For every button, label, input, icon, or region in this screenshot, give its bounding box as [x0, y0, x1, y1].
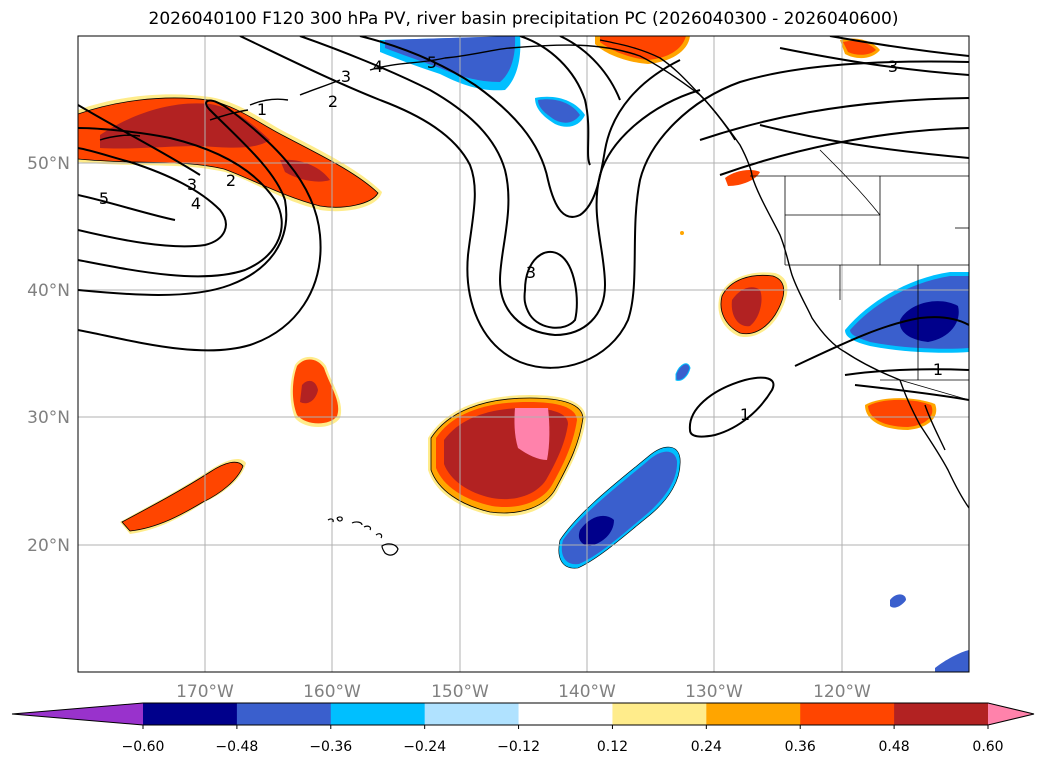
contour-label-4: 4: [191, 194, 201, 213]
colorbar-tick-label: 0.48: [879, 739, 910, 755]
contour-label-2-west: 2: [226, 171, 236, 190]
contour-label-1-south: 1: [740, 405, 750, 424]
lat-labels: 50°N 40°N 30°N 20°N: [27, 154, 70, 556]
colorbar-box: [612, 703, 707, 725]
lon-label-130w: 130°W: [685, 682, 743, 702]
colorbar-tick-label: −0.36: [309, 739, 352, 755]
colorbar-box: [706, 703, 801, 725]
pv-contours: [78, 36, 969, 438]
precip-small-spots: [675, 231, 969, 672]
colorbar-tick-label: 0.60: [972, 739, 1003, 755]
lat-label-40n: 40°N: [27, 281, 70, 301]
contour-label-1-west: 1: [257, 100, 267, 119]
colorbar-box: [236, 703, 332, 725]
borders: [750, 149, 969, 401]
lat-label-20n: 20°N: [27, 536, 70, 556]
precip-region-160w: [290, 356, 342, 427]
precip-region-southwest-us: [845, 272, 969, 353]
contour-label-2-north: 2: [328, 92, 338, 111]
colorbar-box: [518, 703, 613, 725]
lon-label-140w: 140°W: [558, 682, 616, 702]
colorbar-box: [330, 703, 426, 725]
colorbar-tick-label: 0.24: [691, 739, 722, 755]
pv-contour-labels: 5 4 3 2 1 2 3 4 5 3 3 1 1: [99, 53, 943, 424]
contour-label-5-north: 5: [427, 53, 437, 72]
precip-region-north-pacific: [78, 94, 382, 212]
contour-label-5: 5: [99, 189, 109, 208]
lon-label-150w: 150°W: [431, 682, 489, 702]
lon-label-120w: 120°W: [813, 682, 871, 702]
colorbar-tick-label: 0.36: [785, 739, 816, 755]
colorbar-extend-min: [12, 703, 143, 725]
contour-label-3-east: 3: [888, 57, 898, 76]
lat-label-30n: 30°N: [27, 408, 70, 428]
lon-labels: 170°W 160°W 150°W 140°W 130°W 120°W: [176, 682, 871, 702]
lat-label-50n: 50°N: [27, 154, 70, 174]
precip-region-southwest-band: [120, 459, 246, 534]
colorbar-tick-label: −0.12: [497, 739, 540, 755]
contour-label-3-north: 3: [341, 67, 351, 86]
colorbar-tick-label: −0.48: [215, 739, 258, 755]
map-layers: 5 4 3 2 1 2 3 4 5 3 3 1 1: [78, 36, 969, 672]
precip-region-gulf-alaska-neg: [380, 36, 585, 127]
precip-region-central-neg: [558, 446, 681, 569]
hawaii-islands: [327, 516, 399, 556]
contour-label-3-central: 3: [526, 263, 536, 282]
contour-label-1-east: 1: [933, 360, 943, 379]
colorbar-tick-label: −0.60: [122, 739, 165, 755]
contour-label-4-north: 4: [373, 57, 383, 76]
colorbar: −0.60 −0.48 −0.36 −0.24 −0.12 0.12 0.24 0.36 0.4…: [11, 702, 1035, 755]
colorbar-tick-label: 0.12: [597, 739, 628, 755]
plot-frame: [77, 35, 970, 673]
map-title: 2026040100 F120 300 hPa PV, river basin …: [148, 9, 899, 29]
colorbar-tick-label: −0.24: [403, 739, 446, 755]
colorbar-box: [894, 703, 989, 725]
colorbar-box: [424, 703, 520, 725]
colorbar-box: [800, 703, 895, 725]
colorbar-extend-max: [988, 703, 1034, 725]
colorbar-box: [143, 703, 238, 725]
precip-region-central: [428, 395, 586, 517]
lon-label-160w: 160°W: [303, 682, 361, 702]
lon-label-170w: 170°W: [176, 682, 234, 702]
contour-label-3-west: 3: [187, 175, 197, 194]
